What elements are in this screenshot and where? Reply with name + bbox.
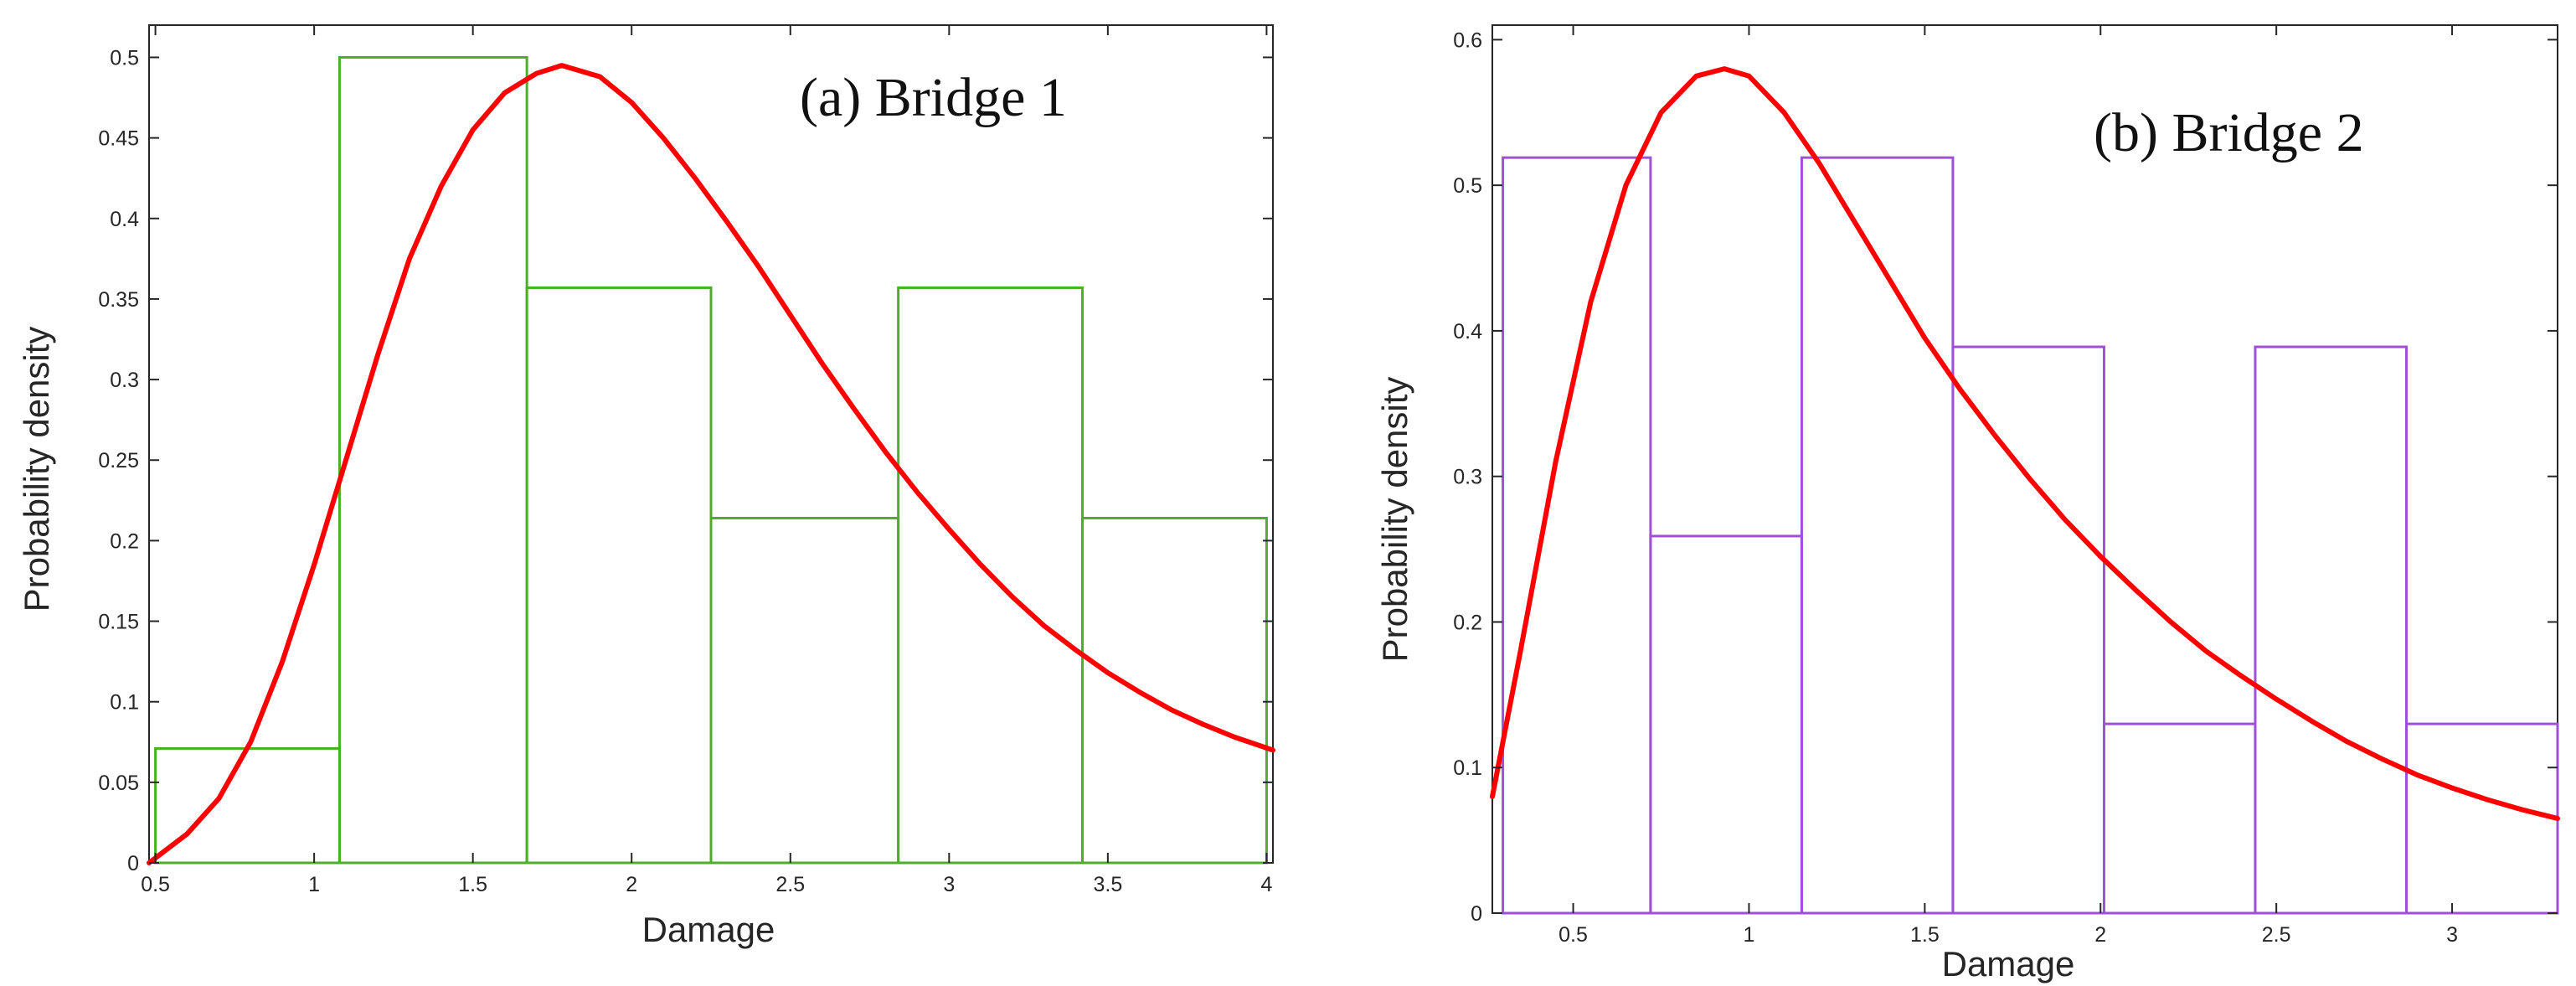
histogram-bar-3	[1800, 156, 1955, 915]
histogram-bar-4	[1951, 345, 2105, 915]
y-tick-label: 0.1	[110, 691, 139, 715]
x-axis-ticks: 0.5 1 1.5 2 2.5 3 3.5 4	[141, 25, 1272, 896]
x-tick-label: 2.5	[2262, 923, 2291, 947]
histogram-bar-4	[709, 516, 900, 865]
y-tick-label: 0.05	[98, 772, 139, 795]
y-tick-label: 0.1	[1453, 756, 1482, 780]
histogram-bar-7	[2404, 722, 2559, 915]
y-tick-label: 0.5	[1453, 174, 1482, 198]
histogram-bar-6	[2254, 345, 2408, 915]
panel-title: (b) Bridge 2	[2094, 102, 2364, 163]
x-tick-label: 2	[2094, 923, 2106, 947]
density-curve-group	[147, 63, 1275, 865]
x-tick-label: 3	[2446, 923, 2458, 947]
x-axis-label: Damage	[642, 910, 775, 949]
y-tick-label: 0.5	[110, 46, 139, 70]
histogram-bar-6	[1081, 516, 1268, 865]
x-tick-label: 1.5	[1910, 923, 1940, 947]
x-tick-label: 1	[1744, 923, 1755, 947]
y-tick-label: 0.2	[1453, 611, 1482, 634]
x-tick-label: 0.5	[141, 873, 170, 896]
histogram-bar-1	[1502, 156, 1652, 915]
x-tick-label: 2.5	[775, 873, 805, 896]
y-axis-label: Probability density	[17, 327, 56, 612]
histogram-bar-2	[337, 55, 528, 865]
y-tick-label: 0.4	[110, 208, 139, 231]
histogram-bar-2	[1649, 534, 1803, 915]
y-tick-label: 0	[127, 852, 139, 875]
x-tick-label: 3	[943, 873, 955, 896]
y-tick-label: 0.3	[1453, 466, 1482, 489]
panel-title: (a) Bridge 1	[800, 67, 1067, 128]
y-tick-label: 0.6	[1453, 28, 1482, 52]
y-axis-ticks: 0 0.05 0.1 0.15 0.2 0.25 0.3 0.35 0.4 0.45 0.5	[98, 46, 1273, 875]
histogram-bar-1	[154, 746, 341, 865]
x-tick-label: 1	[308, 873, 320, 896]
density-curve-group	[1490, 66, 2560, 821]
y-axis-ticks: 0 0.1 0.2 0.3 0.4 0.5 0.6	[1453, 28, 2558, 926]
chart-bridge-2: 0.5 1 1.5 2 2.5 3 0 0.1 0.2 0.3 0.4 0.5 0.6 (b) Bri…	[1375, 24, 2560, 983]
y-tick-label: 0.3	[110, 369, 139, 392]
x-tick-label: 0.5	[1558, 923, 1588, 947]
x-tick-label: 2	[626, 873, 637, 896]
density-curve	[1490, 66, 2560, 821]
y-tick-label: 0.4	[1453, 320, 1482, 343]
histogram-bars	[1502, 156, 2559, 915]
x-tick-label: 1.5	[458, 873, 487, 896]
histogram-bars	[154, 55, 1268, 865]
density-curve	[147, 63, 1275, 865]
x-tick-label: 3.5	[1093, 873, 1122, 896]
y-tick-label: 0.2	[110, 529, 139, 553]
histogram-bar-5	[2102, 722, 2257, 915]
x-axis-ticks: 0.5 1 1.5 2 2.5 3	[1558, 25, 2458, 947]
y-tick-label: 0.35	[98, 288, 139, 312]
x-axis-label: Damage	[1942, 944, 2075, 983]
y-tick-label: 0	[1471, 902, 1482, 926]
x-tick-label: 4	[1260, 873, 1272, 896]
y-tick-label: 0.45	[98, 127, 139, 151]
chart-bridge-1: 0.5 1 1.5 2 2.5 3 3.5 4 00.050.10.150.20.250.30…	[17, 24, 1275, 949]
histogram-bar-3	[525, 286, 713, 865]
y-tick-label: 0.15	[98, 611, 139, 634]
y-axis-label: Probability density	[1375, 377, 1414, 663]
y-tick-label: 0.25	[98, 449, 139, 472]
